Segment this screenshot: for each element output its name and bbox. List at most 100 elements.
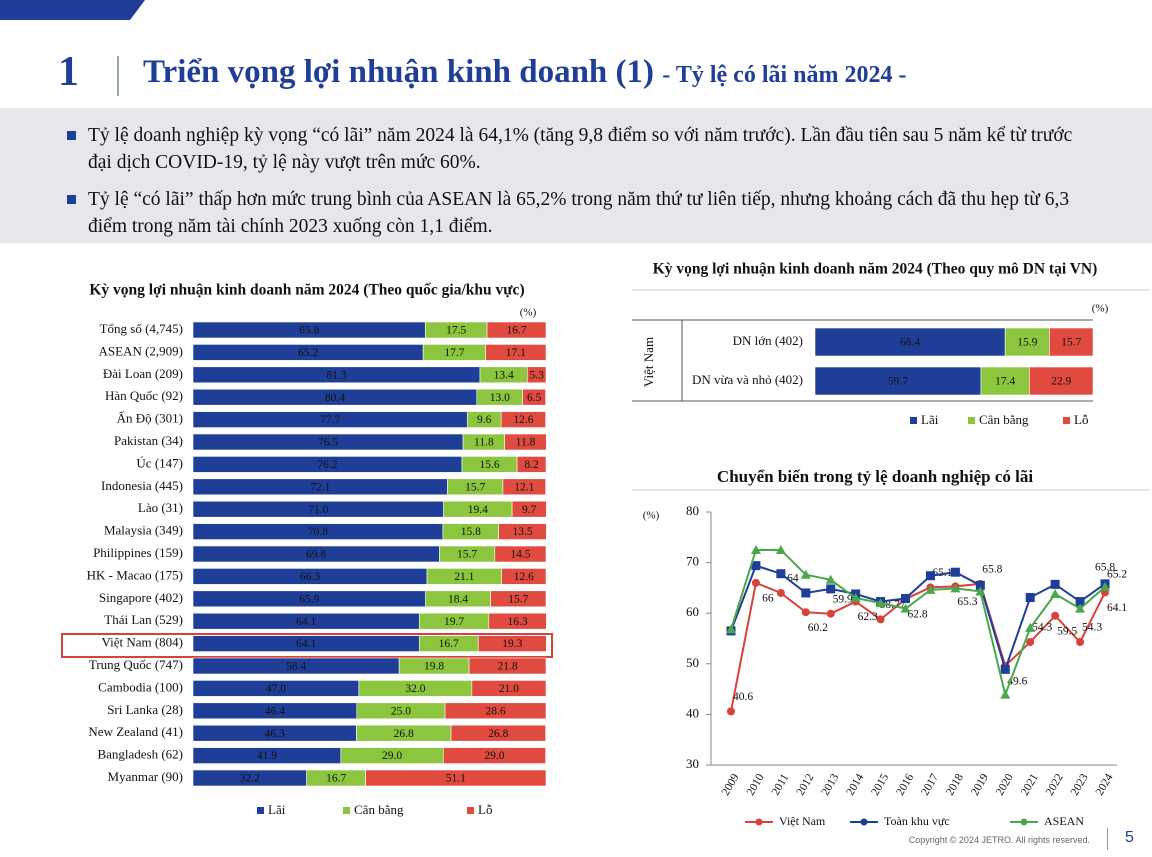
summary-box: Tỷ lệ doanh nghiệp kỳ vọng “có lãi” năm …: [0, 108, 1152, 243]
value-label: 11.8: [474, 437, 494, 449]
category-label: Úc (147): [136, 455, 183, 470]
y-axis-label: (%): [643, 510, 660, 522]
value-label: 80.4: [325, 392, 345, 404]
data-label: 59.5: [1057, 625, 1077, 637]
x-tick-label: 2023: [1069, 772, 1091, 798]
point: [925, 571, 935, 581]
x-tick-label: 2009: [720, 772, 742, 798]
y-tick-label: 80: [686, 503, 699, 518]
point: [801, 588, 811, 598]
value-label: 19.7: [444, 616, 464, 628]
legend-marker: [755, 818, 763, 826]
bar-segment: [442, 747, 546, 764]
category-label: Lào (31): [138, 500, 183, 515]
data-label: 54.3: [1032, 622, 1052, 634]
bar-segment: [1049, 327, 1094, 357]
point: [800, 569, 811, 579]
value-label: 12.6: [514, 571, 534, 583]
legend-label: ASEAN: [1044, 814, 1084, 828]
bar-segment: [1029, 366, 1094, 396]
category-label: Cambodia (100): [98, 679, 183, 694]
unit-label: (%): [520, 307, 537, 319]
x-tick-label: 2011: [770, 772, 792, 798]
point: [751, 578, 760, 587]
value-label: 13.4: [494, 369, 514, 381]
value-label: 77.7: [320, 414, 340, 426]
point: [776, 569, 786, 579]
data-label: 65.2: [1107, 569, 1127, 581]
x-tick-label: 2024: [1094, 772, 1116, 798]
value-label: 19.3: [502, 638, 522, 650]
point: [1050, 588, 1061, 598]
bar-segment: [502, 478, 546, 496]
y-axis-label: Việt Nam: [641, 337, 656, 387]
point: [1075, 597, 1085, 607]
value-label: 21.1: [454, 571, 474, 583]
title-sub: - Tỷ lệ có lãi năm 2024 -: [662, 62, 907, 88]
data-label: 64.1: [1107, 602, 1127, 614]
legend-marker: [860, 818, 868, 826]
value-label: 64.1: [296, 638, 316, 650]
category-label: Sri Lanka (28): [107, 702, 183, 717]
category-label: Bangladesh (62): [97, 747, 183, 762]
value-label: 19.4: [468, 504, 488, 516]
value-label: 26.8: [394, 728, 414, 740]
x-tick-label: 2012: [795, 772, 817, 798]
point: [1100, 581, 1110, 591]
separator: [1107, 828, 1108, 850]
data-label: 54.3: [1082, 622, 1102, 634]
y-tick-label: 30: [686, 756, 699, 771]
bar-segment: [444, 702, 547, 720]
bar-segment: [500, 411, 546, 428]
bar-segment: [450, 724, 546, 742]
x-tick-label: 2022: [1044, 772, 1066, 798]
data-label: 62.8: [907, 609, 927, 621]
value-label: 46.4: [265, 705, 285, 717]
value-label: 21.8: [497, 661, 517, 673]
value-label: 16.7: [326, 773, 346, 785]
value-label: 9.7: [522, 504, 537, 516]
series-line: [730, 581, 1106, 712]
legend-label: Lãi: [921, 412, 939, 427]
page-title: Triển vọng lợi nhuận kinh doanh (1) - Tỷ…: [143, 54, 907, 91]
data-label: 62.3: [858, 611, 878, 623]
value-label: 16.3: [508, 616, 528, 628]
chart-title: Kỳ vọng lợi nhuận kinh doanh năm 2024 (T…: [653, 261, 1098, 278]
data-label: 60.2: [808, 622, 828, 634]
value-label: 18.4: [448, 593, 468, 605]
category-label: Tổng số (4,745): [100, 321, 183, 336]
point: [775, 544, 786, 554]
corner-band: [0, 0, 145, 20]
point: [1000, 664, 1010, 674]
point: [1026, 638, 1035, 647]
value-label: 12.1: [514, 481, 534, 493]
series-line: [730, 548, 1106, 699]
value-label: 17.4: [995, 376, 1015, 388]
value-label: 19.8: [424, 661, 444, 673]
point: [875, 598, 886, 608]
value-label: 15.6: [479, 459, 499, 471]
point: [925, 584, 936, 594]
legend-swatch: [467, 807, 474, 814]
point: [876, 615, 885, 624]
value-label: 70.8: [308, 526, 328, 538]
legend-swatch: [343, 807, 350, 814]
point: [776, 588, 785, 597]
value-label: 29.0: [484, 750, 504, 762]
point: [726, 624, 736, 634]
x-tick-label: 2015: [869, 772, 891, 798]
value-label: 46.3: [265, 728, 285, 740]
value-label: 6.5: [527, 392, 542, 404]
x-tick-label: 2018: [944, 772, 966, 798]
point: [826, 584, 836, 594]
section-number: 1: [58, 49, 79, 95]
value-label: 29.0: [382, 750, 402, 762]
value-label: 17.5: [446, 325, 466, 337]
value-label: 68.4: [900, 337, 920, 349]
bar-segment: [814, 366, 982, 396]
legend-swatch: [257, 807, 264, 814]
value-label: 32.0: [405, 683, 425, 695]
value-label: 71.0: [308, 504, 328, 516]
legend-label: Việt Nam: [779, 814, 826, 828]
value-label: 5.3: [529, 369, 544, 381]
